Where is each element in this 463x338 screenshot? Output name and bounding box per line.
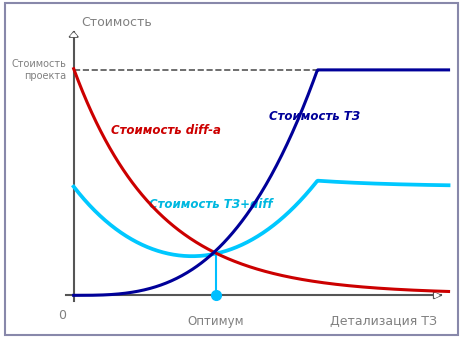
Text: Стоимость ТЗ: Стоимость ТЗ xyxy=(269,110,360,123)
Text: Стоимость: Стоимость xyxy=(81,16,152,29)
Text: Стоимость
проекта: Стоимость проекта xyxy=(11,59,66,81)
Text: Детализация ТЗ: Детализация ТЗ xyxy=(330,315,438,328)
Polygon shape xyxy=(433,292,441,299)
Text: Стоимость diff-а: Стоимость diff-а xyxy=(111,124,221,137)
Text: Стоимость ТЗ+diff: Стоимость ТЗ+diff xyxy=(149,198,272,211)
Polygon shape xyxy=(71,33,77,36)
Text: Оптимум: Оптимум xyxy=(188,315,244,328)
Polygon shape xyxy=(435,293,439,297)
Text: 0: 0 xyxy=(58,309,66,322)
Polygon shape xyxy=(69,32,78,37)
